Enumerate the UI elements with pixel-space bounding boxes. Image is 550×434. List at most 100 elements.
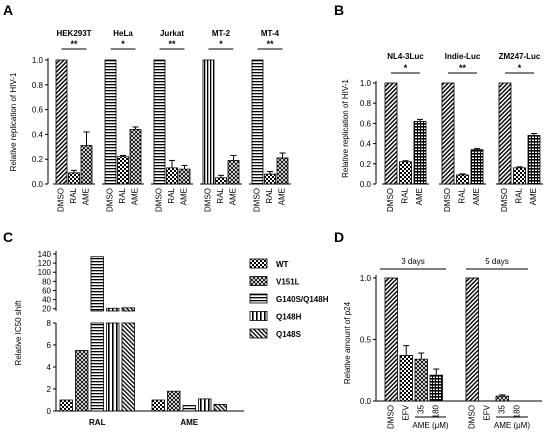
panel-b-group-title: Indie-Luc bbox=[445, 52, 481, 61]
panel-a: 0.0 0.2 0.4 0.6 0.8 1.0 Relative replication o… bbox=[9, 29, 291, 212]
panel-b-bar-Indie-Luc-RAL bbox=[456, 174, 469, 185]
panel-c-y-tick-label: 100 bbox=[38, 268, 52, 277]
panel-a-y-tick-label: 0.0 bbox=[32, 180, 44, 189]
panel-d-x-tick-label: EFV bbox=[482, 404, 491, 420]
panel-c-bar-AME-WT bbox=[151, 399, 165, 412]
panel-d-time-label: 5 days bbox=[485, 257, 509, 266]
panel-a-x-tick-label: AME bbox=[180, 188, 189, 205]
panel-c-y-tick-label: 4 bbox=[47, 363, 52, 372]
panel-a-bar-HeLa-RAL bbox=[117, 156, 129, 185]
panel-a-y-tick-label: 0.2 bbox=[32, 155, 44, 164]
panel-b-x-tick-label: DMSO bbox=[386, 188, 395, 212]
panel-a-significance-mark: * bbox=[219, 39, 223, 49]
panel-b-bar-NL4-3Luc-DMSO bbox=[384, 82, 398, 185]
panel-a-x-tick-label: DMSO bbox=[57, 188, 66, 212]
panel-c-legend-label-Q148S: Q148S bbox=[276, 330, 302, 339]
panel-d-ame-label: AME (μM) bbox=[412, 421, 448, 430]
panel-c-bar-AME-V151L bbox=[167, 390, 181, 412]
panel-c-legend-swatch-G140S/Q148H bbox=[249, 293, 268, 304]
panel-c-legend-swatch-WT bbox=[249, 258, 268, 269]
panel-a-bar-MT-4-RAL bbox=[264, 173, 276, 185]
panel-b-x-tick-label: RAL bbox=[458, 187, 467, 203]
panel-d-x-tick-label: DMSO bbox=[386, 405, 395, 429]
panel-b-y-tick-label: 0.2 bbox=[360, 160, 372, 169]
panel-c-bar-AME-Q148S bbox=[213, 403, 227, 412]
panel-a-bar-Jurkat-RAL bbox=[166, 167, 178, 185]
panel-c-legend-swatch-Q148H bbox=[249, 311, 268, 321]
panel-d-bar-3 days-DMSO bbox=[384, 277, 398, 402]
panel-d-bar-3 days-180 bbox=[429, 374, 443, 402]
panel-d-y-tick-label: 0.0 bbox=[360, 397, 372, 406]
panel-b: 0.0 0.2 0.4 0.6 0.8 1.0 Relative replication o… bbox=[341, 52, 543, 212]
panel-d-time-label: 3 days bbox=[401, 257, 425, 266]
panel-c-y-tick-label: 0 bbox=[47, 407, 52, 416]
panel-b-x-tick-label: AME bbox=[529, 188, 538, 205]
panel-c-y-tick-label: 40 bbox=[42, 296, 51, 305]
panel-a-bar-MT-2-AME bbox=[227, 160, 240, 185]
panel-d-y-axis-label: Relative amount of p24 bbox=[343, 301, 352, 384]
panel-a-bar-MT-4-AME bbox=[276, 157, 289, 185]
panel-c-bar-RAL-V151L bbox=[75, 350, 89, 412]
panel-b-x-tick-label: AME bbox=[472, 188, 481, 205]
panel-c-y-tick-label: 20 bbox=[42, 305, 51, 314]
panel-a-significance-mark: ** bbox=[266, 39, 274, 49]
panel-a-x-tick-label: DMSO bbox=[155, 188, 164, 212]
panel-a-y-axis-label: Relative replication of HIV-1 bbox=[9, 72, 18, 171]
panel-d-y-tick-label: 0.5 bbox=[360, 336, 372, 345]
panel-c-y-tick-label: 80 bbox=[42, 277, 51, 286]
panel-c-bar-RAL-G140S/Q148H-lower bbox=[90, 322, 104, 412]
panel-b-bar-Indie-Luc-DMSO bbox=[441, 82, 455, 185]
panel-a-x-tick-label: RAL bbox=[216, 187, 225, 203]
panel-c-bar-RAL-Q148H-upper bbox=[106, 307, 120, 312]
panel-a-group-title: HEK293T bbox=[56, 29, 91, 38]
panel-c-x-tick-label: AME bbox=[180, 418, 198, 427]
panel-a-x-tick-label: RAL bbox=[167, 187, 176, 203]
panel-c-x-tick-label: RAL bbox=[89, 418, 106, 427]
panel-a-group-title: Jurkat bbox=[160, 29, 184, 38]
panel-b-significance-mark: * bbox=[518, 63, 522, 73]
panel-d-x-tick-label: EFV bbox=[401, 404, 410, 420]
panel-d-bar-5 days-35 bbox=[495, 395, 509, 402]
panel-c-legend-swatch-Q148S bbox=[249, 328, 268, 339]
panel-letter-c: C bbox=[3, 229, 13, 245]
panel-a-x-tick-label: AME bbox=[131, 188, 140, 205]
panel-a-bar-HEK293T-AME bbox=[80, 145, 93, 185]
panel-d-x-tick-label: 180 bbox=[431, 404, 440, 418]
panel-a-x-tick-label: DMSO bbox=[204, 188, 213, 212]
panel-a-x-tick-label: DMSO bbox=[253, 188, 262, 212]
panel-d-bar-5 days-DMSO bbox=[465, 277, 479, 402]
panel-a-x-tick-label: RAL bbox=[265, 187, 274, 203]
panel-b-significance-mark: * bbox=[404, 63, 408, 73]
panel-a-bar-Jurkat-DMSO bbox=[153, 59, 166, 185]
panel-d-x-tick-label: 180 bbox=[512, 404, 521, 418]
panel-a-y-tick-label: 0.6 bbox=[32, 106, 44, 115]
panel-d-bar-3 days-35 bbox=[414, 358, 428, 402]
panel-c-y-tick-label: 6 bbox=[47, 341, 52, 350]
panel-c-bar-RAL-WT bbox=[59, 399, 73, 412]
panel-c-bar-RAL-Q148S-upper bbox=[121, 307, 135, 312]
panel-a-bar-HeLa-AME bbox=[129, 129, 142, 185]
panel-c-y-tick-label: 8 bbox=[47, 319, 52, 328]
panel-b-bar-ZM247-Luc-RAL bbox=[513, 167, 526, 185]
panel-a-x-tick-label: RAL bbox=[69, 187, 78, 203]
panel-a-group-title: MT-2 bbox=[212, 29, 231, 38]
panel-b-y-tick-label: 0.6 bbox=[360, 119, 372, 128]
panel-a-x-tick-label: DMSO bbox=[106, 188, 115, 212]
panel-c-bar-AME-G140S/Q148H bbox=[182, 405, 196, 412]
panel-d-y-tick-label: 1.0 bbox=[360, 274, 372, 283]
panel-b-x-tick-label: DMSO bbox=[500, 188, 509, 212]
panel-c-legend-swatch-V151L bbox=[249, 276, 268, 286]
panel-c-bar-RAL-Q148H-lower bbox=[106, 322, 120, 412]
panel-b-group-title: NL4-3Luc bbox=[387, 52, 424, 61]
panel-a-bar-HEK293T-DMSO bbox=[55, 59, 68, 185]
panel-d-bar-3 days-EFV bbox=[399, 355, 413, 402]
panel-d-ame-label: AME (μM) bbox=[494, 421, 530, 430]
panel-b-significance-mark: ** bbox=[459, 63, 467, 73]
panel-b-bar-ZM247-Luc-DMSO bbox=[498, 82, 512, 185]
panel-b-y-tick-label: 1.0 bbox=[360, 79, 372, 88]
panel-a-bar-Jurkat-AME bbox=[178, 168, 191, 185]
panel-letter-d: D bbox=[334, 229, 344, 245]
panel-a-x-tick-label: RAL bbox=[118, 187, 127, 203]
